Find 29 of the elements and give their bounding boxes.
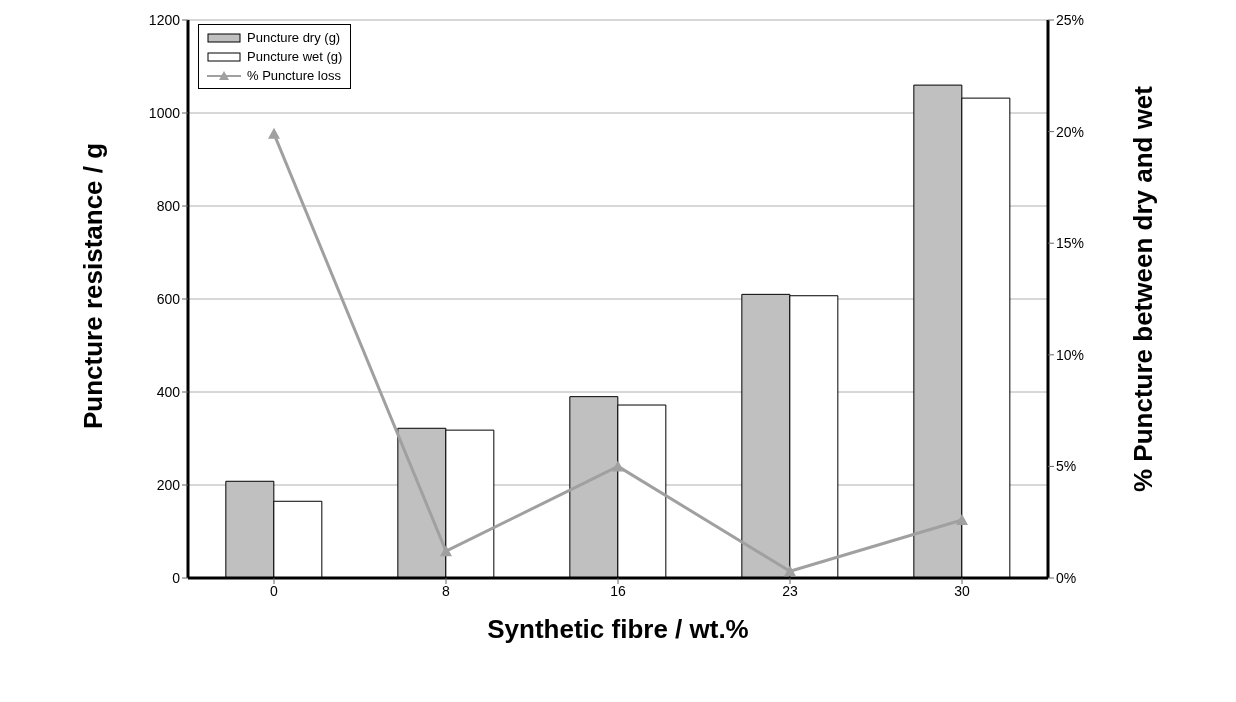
y-tick-label: 1200	[148, 11, 181, 28]
x-tick-label: 16	[610, 582, 626, 599]
point	[784, 565, 796, 577]
point	[612, 460, 624, 472]
y-tick-label: 800	[156, 197, 181, 214]
y-tick-label: 400	[156, 383, 181, 400]
point	[956, 513, 968, 525]
y-tick-label: 0	[172, 569, 181, 586]
x-tick-label: 30	[954, 582, 970, 599]
y2-tick-label: 25%	[1056, 11, 1085, 28]
legend-label: Puncture dry (g)	[247, 30, 341, 45]
y-axis-title: Puncture resistance / g	[78, 142, 109, 429]
x-axis-title: Synthetic fibre / wt.%	[487, 614, 749, 644]
y2-axis-title: % Puncture between dry and wet	[1128, 85, 1159, 492]
x-tick-label: 8	[442, 582, 451, 599]
legend-label: % Puncture loss	[247, 68, 341, 83]
x-tick-label: 0	[270, 582, 279, 599]
y-tick-label: 600	[156, 290, 181, 307]
point	[440, 545, 452, 557]
y2-tick-label: 20%	[1056, 123, 1085, 140]
y2-tick-label: 10%	[1056, 346, 1085, 363]
y2-tick-label: 0%	[1056, 569, 1077, 586]
legend-label: Puncture wet (g)	[247, 49, 343, 64]
y-tick-label: 200	[156, 476, 181, 493]
x-tick-label: 23	[782, 582, 798, 599]
y2-tick-label: 5%	[1056, 458, 1077, 475]
y-tick-label: 1000	[148, 104, 181, 121]
y2-tick-label: 15%	[1056, 235, 1085, 252]
point	[268, 127, 280, 139]
